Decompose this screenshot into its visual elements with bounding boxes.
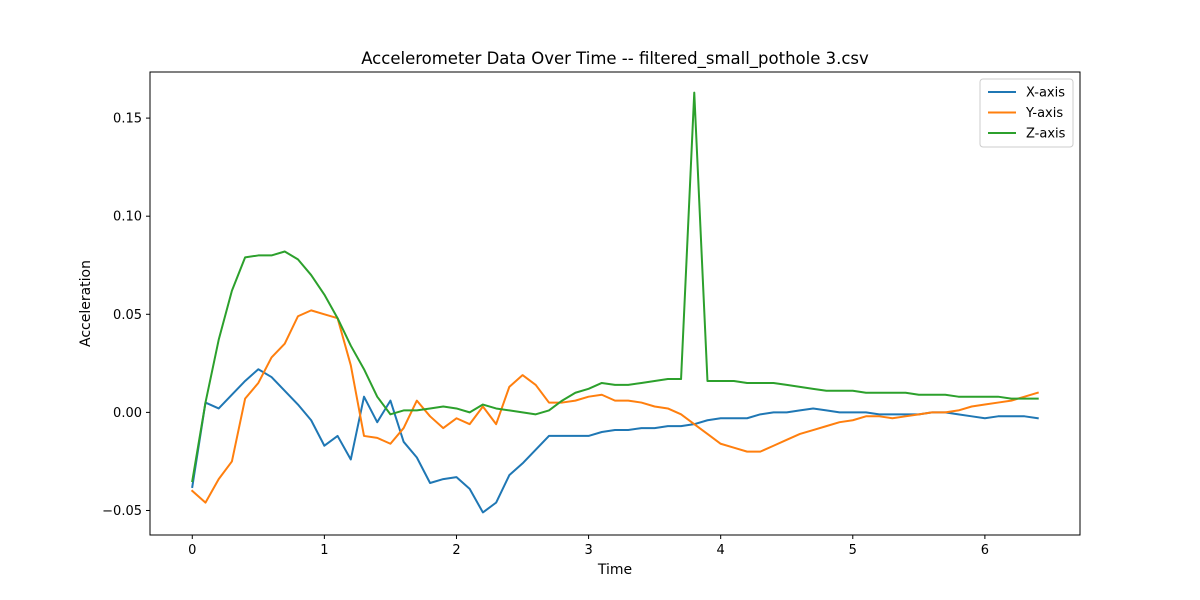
series-line-x-axis <box>191 368 1039 514</box>
y-tick-label: 0.15 <box>113 112 142 127</box>
legend-box <box>979 78 1074 148</box>
x-axis-ticks: 0 1 2 3 4 5 6 <box>188 535 989 558</box>
x-tick-label: 0 <box>188 543 196 558</box>
x-tick-label: 2 <box>452 543 460 558</box>
plot-frame <box>149 71 1081 536</box>
y-axis-title: Acceleration <box>78 260 94 347</box>
y-axis-ticks: −0.05 0.00 0.05 0.10 0.15 <box>102 112 150 519</box>
legend: X-axis Y-axis Z-axis <box>979 78 1074 148</box>
x-tick-label: 5 <box>849 543 857 558</box>
series-line-z-axis <box>191 91 1039 483</box>
x-tick-label: 6 <box>981 543 989 558</box>
x-axis-title: Time <box>597 562 632 578</box>
y-tick-label: 0.00 <box>113 406 142 421</box>
plot-area: 0 1 2 3 4 5 6 −0.05 0.00 0.05 0.10 0.15 <box>102 71 1081 558</box>
chart-title: Accelerometer Data Over Time -- filtered… <box>361 49 869 69</box>
y-tick-label: −0.05 <box>102 504 142 519</box>
x-tick-label: 1 <box>320 543 328 558</box>
legend-label-z-axis: Z-axis <box>1026 127 1066 142</box>
series-line-y-axis <box>190 309 1039 504</box>
x-tick-label: 4 <box>717 543 725 558</box>
legend-label-x-axis: X-axis <box>1026 86 1065 101</box>
legend-entries: X-axis Y-axis Z-axis <box>988 86 1066 142</box>
y-tick-label: 0.10 <box>113 210 142 225</box>
series-layer <box>190 91 1039 514</box>
y-tick-label: 0.05 <box>113 308 142 323</box>
legend-label-y-axis: Y-axis <box>1025 106 1063 121</box>
x-tick-label: 3 <box>584 543 592 558</box>
